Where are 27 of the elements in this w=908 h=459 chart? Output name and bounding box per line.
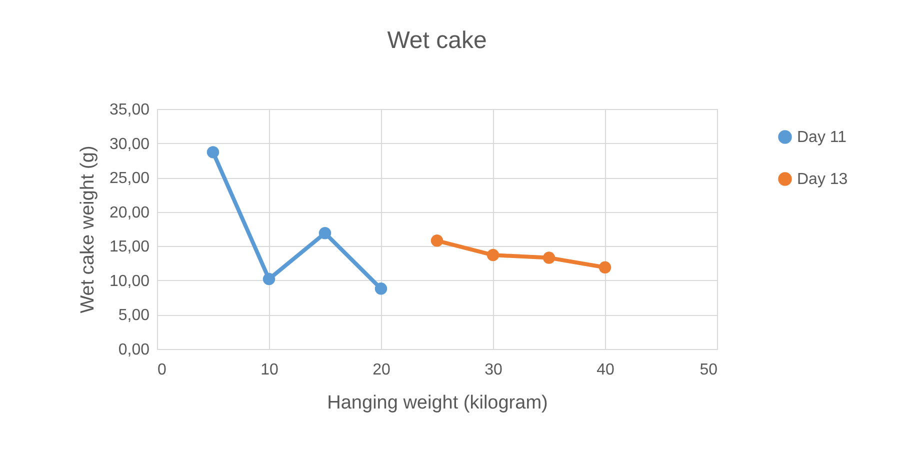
y-tick-label: 5,00 bbox=[118, 307, 150, 324]
point bbox=[430, 234, 444, 247]
point bbox=[374, 282, 388, 295]
y-tick-label: 0,00 bbox=[118, 342, 150, 358]
x-tick-label: 10 bbox=[260, 362, 278, 378]
point bbox=[206, 146, 220, 158]
x-tick-label: 30 bbox=[484, 362, 502, 378]
y-tick-label: 10,00 bbox=[109, 272, 150, 290]
y-tick-label: 20,00 bbox=[109, 204, 150, 222]
point bbox=[542, 252, 556, 264]
legend-label: Day 11 bbox=[797, 129, 847, 146]
point bbox=[598, 261, 612, 274]
x-tick-label: 40 bbox=[596, 362, 614, 378]
y-axis-title: Wet cake weight (g) bbox=[77, 146, 98, 314]
y-tick-label: 15,00 bbox=[109, 238, 150, 256]
y-tick-label: 25,00 bbox=[109, 170, 150, 188]
x-tick-label: 50 bbox=[700, 362, 718, 378]
point bbox=[486, 248, 500, 262]
point bbox=[318, 227, 332, 240]
y-tick-label: 35,00 bbox=[109, 102, 150, 118]
point bbox=[262, 272, 276, 286]
chart-title: Wet cake bbox=[387, 27, 487, 54]
legend-label: Day 13 bbox=[797, 171, 848, 188]
y-tick-label: 30,00 bbox=[109, 136, 150, 153]
x-tick-label: 0 bbox=[158, 362, 166, 378]
x-axis-title: Hanging weight (kilogram) bbox=[327, 392, 548, 414]
x-tick-label: 20 bbox=[372, 362, 390, 378]
